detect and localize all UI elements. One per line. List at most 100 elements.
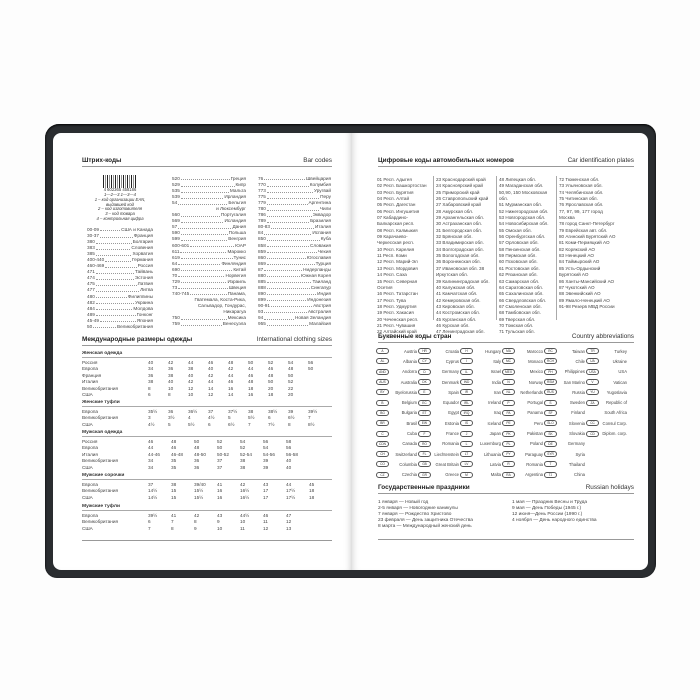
- size-row: Великобритания 34 35 36 37 38 39 40: [82, 458, 332, 464]
- country-name: Israel: [490, 369, 501, 375]
- country-name: Denmark: [442, 379, 459, 385]
- barcode-marks: 1—2—3 1—3—4: [104, 191, 136, 197]
- country-entry: PY Paraguay: [502, 449, 543, 459]
- country-name: Canada: [402, 441, 417, 447]
- country-name: Russia: [572, 389, 585, 395]
- size-value: 15½: [194, 494, 204, 500]
- divider: [378, 539, 634, 540]
- barcodes-title: Штрих-коды: [82, 157, 122, 164]
- barcode-country: Молдова: [133, 305, 153, 311]
- country-code-oval: CY: [418, 358, 431, 365]
- country-entry: BY Byelorussia: [376, 387, 417, 397]
- size-value: 16½: [240, 494, 250, 500]
- country-entry: H Hungary: [460, 346, 501, 356]
- size-value: 48: [228, 360, 234, 365]
- holidays-column-1: 1 января — Новый год 2-5 января — Новогод…: [378, 500, 473, 530]
- size-value: 4½: [148, 421, 155, 427]
- holiday-line: 2-5 января — Новогодние каникулы: [378, 505, 458, 511]
- size-value: 35: [171, 458, 177, 464]
- country-name: Albania: [403, 358, 417, 364]
- barcode-entry: 70 Норвегия: [172, 273, 246, 279]
- barcode-prefix: 899: [258, 296, 266, 302]
- country-entry: MC Monaco: [502, 356, 543, 366]
- size-value: 4: [188, 415, 191, 421]
- barcode-prefix: 45-49: [87, 317, 99, 323]
- country-code-oval: MEX: [502, 368, 515, 375]
- size-value: 48: [288, 366, 294, 372]
- dot-leader: [266, 182, 309, 187]
- plate-code-line: Осетия: [377, 284, 393, 290]
- plate-code-line: 72 Тюменская обл.: [559, 177, 600, 182]
- barcode-entry: 885 Таиланд: [258, 279, 331, 285]
- plate-code-line: 10 Респ. Карелия: [377, 246, 415, 252]
- barcode-entry: 380 Болгария: [87, 239, 153, 245]
- barcode-entry: 786 Эквадор: [258, 212, 331, 218]
- country-name: Liechtenstein: [434, 451, 459, 457]
- country-code-oval: MA: [502, 348, 515, 355]
- size-row: Европа 35½ 36 36½ 37 37½ 38 38½ 39 39½: [82, 409, 332, 415]
- country-label: Великобритания: [82, 458, 118, 464]
- dot-leader: [271, 224, 315, 229]
- size-value: 46: [171, 445, 177, 451]
- country-label: Европа: [82, 513, 98, 518]
- country-code-oval: CH: [376, 451, 389, 458]
- country-entry: CZ Czechia: [376, 470, 417, 480]
- size-value: 12: [263, 525, 269, 531]
- size-value: 5: [168, 421, 171, 427]
- size-value: 37½: [228, 409, 238, 414]
- barcode-prefix: 30-37: [87, 233, 99, 239]
- plate-code-line: 07 Кабардино-: [377, 215, 409, 221]
- country-entry: BR Brasil: [376, 418, 417, 428]
- barcode-entry: 94 Новая Зеландия: [258, 315, 331, 321]
- barcode-prefix: 860: [258, 254, 266, 260]
- country-code-oval: IND: [460, 379, 473, 386]
- country-code-oval: TJ: [544, 471, 557, 478]
- barcode-entry: 475 Латвия: [87, 281, 153, 287]
- barcode-prefix: 773: [258, 188, 266, 194]
- size-value: 14½: [148, 494, 158, 500]
- country-entry: HR Croatia: [418, 346, 459, 356]
- country-name: Paraguay: [525, 451, 543, 457]
- country-name: Netherlands: [520, 389, 543, 395]
- size-value: 38½: [268, 409, 278, 414]
- size-value: 44: [188, 360, 194, 365]
- country-entry: R Romania: [502, 459, 543, 469]
- plate-code-line: 22 Алтайский край: [377, 329, 417, 335]
- dot-leader: [95, 306, 133, 311]
- plate-code-line: Иркутская обл.: [436, 272, 468, 278]
- barcode-country: Словения: [131, 245, 153, 251]
- size-value: 8: [171, 525, 174, 531]
- barcode-country: Перу: [320, 194, 331, 200]
- holiday-line: 8 марта — Международный женский день: [378, 523, 472, 529]
- barcode-prefix: 480: [87, 293, 95, 299]
- size-value: 18: [248, 385, 254, 391]
- size-value: 34: [148, 464, 154, 470]
- dot-leader: [190, 291, 227, 296]
- plate-code-line: 89 Ямало-Ненецкий АО: [559, 297, 610, 303]
- barcode-entry: 50 Великобритания: [87, 324, 153, 330]
- barcode-country: Латвия: [137, 281, 153, 287]
- size-row: Европа 37 38 39/40 41 42 43 44 45: [82, 482, 332, 488]
- size-value: 14½: [148, 488, 158, 494]
- size-value: 7: [171, 519, 174, 525]
- holiday-line: 23 февраля — День защитника Отечества: [378, 517, 473, 523]
- barcode-entry: 780 Чили: [258, 206, 331, 212]
- dot-leader: [105, 257, 131, 262]
- country-name: Egypt: [448, 410, 459, 416]
- size-value: 40: [148, 360, 154, 365]
- size-value: 17: [263, 488, 269, 494]
- barcode-country: Хорватия: [132, 251, 153, 257]
- dot-leader: [266, 194, 320, 199]
- country-name: Philippines: [564, 369, 585, 375]
- size-value: 36: [168, 366, 174, 372]
- plate-code-line: 53 Новгородская обл.: [499, 215, 546, 221]
- country-code-oval: EC: [418, 399, 431, 406]
- country-label: Великобритания: [82, 488, 118, 494]
- country-name: Brasil: [406, 420, 417, 426]
- country-entry: GB Great Britain: [418, 459, 459, 469]
- plate-code-line: 16 Респ. Татарстан: [377, 291, 418, 297]
- country-entry: IR Iran: [460, 387, 501, 397]
- plate-code-line: 09 Карачаево-: [377, 234, 408, 240]
- size-value: 45: [309, 482, 315, 487]
- size-value: 42: [228, 366, 234, 372]
